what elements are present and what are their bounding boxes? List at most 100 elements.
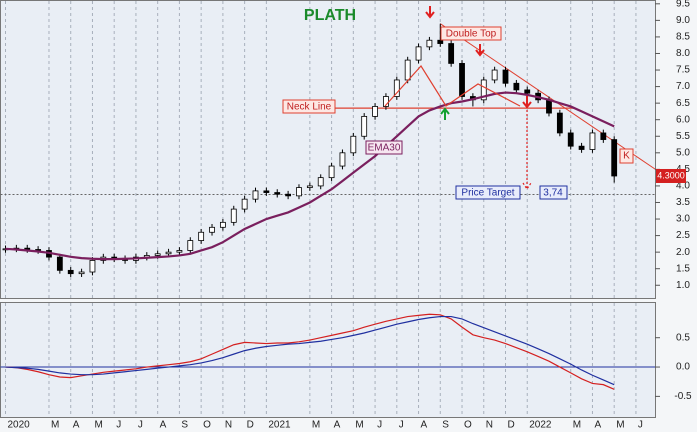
macd-line — [5, 313, 615, 390]
y-tick-label: 8.0 — [676, 48, 690, 59]
x-tick-label: 2021 — [268, 420, 291, 431]
y-tick-label: 7.5 — [676, 65, 690, 76]
x-tick-label: J — [138, 420, 143, 431]
arrow-down — [522, 96, 532, 109]
pattern-outline — [384, 65, 521, 107]
candle-body — [209, 226, 215, 233]
candle-body — [556, 112, 563, 134]
candle-body — [187, 240, 194, 251]
x-tick-label: 2022 — [529, 420, 552, 431]
annotation: Neck Line — [287, 102, 332, 113]
candle-body — [361, 115, 368, 137]
candle-body — [480, 79, 487, 101]
ema-line — [5, 91, 615, 261]
candle-body — [448, 43, 455, 64]
x-tick-label: S — [181, 420, 188, 431]
candle-body — [491, 69, 498, 81]
x-tick-label: A — [594, 420, 601, 431]
candle-body — [78, 271, 85, 275]
candle-body — [393, 79, 400, 97]
candle-body — [600, 132, 607, 140]
x-tick-label: O — [203, 420, 211, 431]
x-tick-label: M — [573, 420, 581, 431]
candle-body — [437, 39, 444, 44]
candle-body — [372, 106, 378, 117]
annotation-box — [440, 26, 502, 41]
y-tick-label: 1.5 — [676, 263, 690, 274]
macd-line — [5, 315, 615, 386]
candle-body — [328, 165, 335, 179]
candle-body — [56, 256, 63, 271]
candle-body — [89, 260, 96, 273]
x-tick-label: J — [638, 420, 643, 431]
x-tick-label: M — [312, 420, 320, 431]
legend-entry: EMA30 — [368, 143, 401, 154]
candle-body — [350, 135, 357, 154]
annotation: Double Top — [446, 29, 497, 40]
candle-body — [317, 177, 324, 187]
x-tick-label: N — [225, 420, 232, 431]
candle-body — [241, 198, 248, 210]
x-tick-label: A — [334, 420, 341, 431]
y-tick-label: 6.5 — [676, 98, 690, 109]
x-tick-label: A — [160, 420, 167, 431]
x-tick-label: O — [464, 420, 472, 431]
macd-panel — [0, 302, 656, 418]
target-label: 3,74 — [543, 188, 563, 199]
x-tick-label: N — [486, 420, 493, 431]
y-tick-label: 3.5 — [676, 197, 690, 208]
x-tick-label: M — [51, 420, 59, 431]
x-tick-label: M — [94, 420, 102, 431]
y-tick-label: 4.0 — [676, 181, 690, 192]
candle-body — [567, 132, 574, 147]
candle-body — [67, 269, 74, 275]
y-tick-label: -0.5 — [674, 391, 692, 402]
x-tick-label: S — [442, 420, 449, 431]
y-tick-label: 2.5 — [676, 230, 690, 241]
y-tick-label: 0.0 — [676, 362, 690, 373]
x-tick-label: M — [616, 420, 624, 431]
candle-body — [578, 145, 585, 150]
candle-body — [524, 89, 531, 94]
candle-body — [219, 221, 226, 228]
y-tick-label: 8.5 — [676, 32, 690, 43]
candle-body — [404, 59, 411, 81]
candle-body — [426, 39, 433, 48]
y-tick-label: 5.0 — [676, 147, 690, 158]
candle-body — [165, 251, 172, 255]
candle-body — [306, 185, 313, 188]
candle-body — [546, 99, 552, 114]
y-tick-label: 0.5 — [676, 332, 690, 343]
annotation-box — [455, 185, 521, 200]
candle-body — [252, 190, 259, 200]
candle-body — [285, 193, 292, 197]
candle-body — [415, 46, 422, 61]
y-tick-label: 9.5 — [676, 0, 690, 9]
x-tick-label: 2020 — [8, 420, 31, 431]
last-price-marker — [656, 168, 686, 183]
x-tick-label: J — [399, 420, 404, 431]
annotation-box — [619, 148, 634, 164]
target-projection — [522, 110, 532, 191]
candle-body — [296, 187, 302, 197]
candle-body — [459, 63, 465, 97]
candle-body — [198, 231, 205, 241]
y-tick-label: 1.0 — [676, 280, 690, 291]
y-tick-label: 7.0 — [676, 81, 690, 92]
x-tick-label: A — [421, 420, 428, 431]
last-price-label: 4.3000 — [657, 170, 685, 180]
x-tick-label: D — [508, 420, 515, 431]
candle-body — [263, 190, 270, 193]
trend-line — [440, 23, 656, 170]
candle-body — [611, 139, 618, 177]
annotation-box — [282, 99, 336, 114]
candle-body — [513, 82, 520, 91]
y-tick-label: 5.5 — [676, 131, 690, 142]
price-panel — [0, 0, 656, 299]
candle-body — [339, 152, 346, 167]
arrow-down — [475, 44, 485, 57]
y-tick-label: 9.0 — [676, 15, 690, 26]
x-tick-label: J — [116, 420, 121, 431]
annotation: Price Target — [461, 188, 514, 199]
candle-body — [274, 192, 281, 195]
